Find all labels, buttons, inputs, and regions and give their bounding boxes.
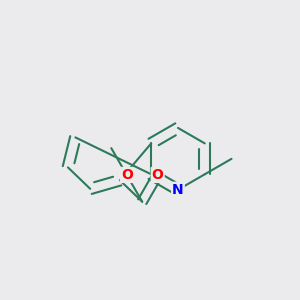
Text: O: O xyxy=(152,168,164,182)
Text: O: O xyxy=(121,168,133,182)
Text: N: N xyxy=(172,183,184,197)
